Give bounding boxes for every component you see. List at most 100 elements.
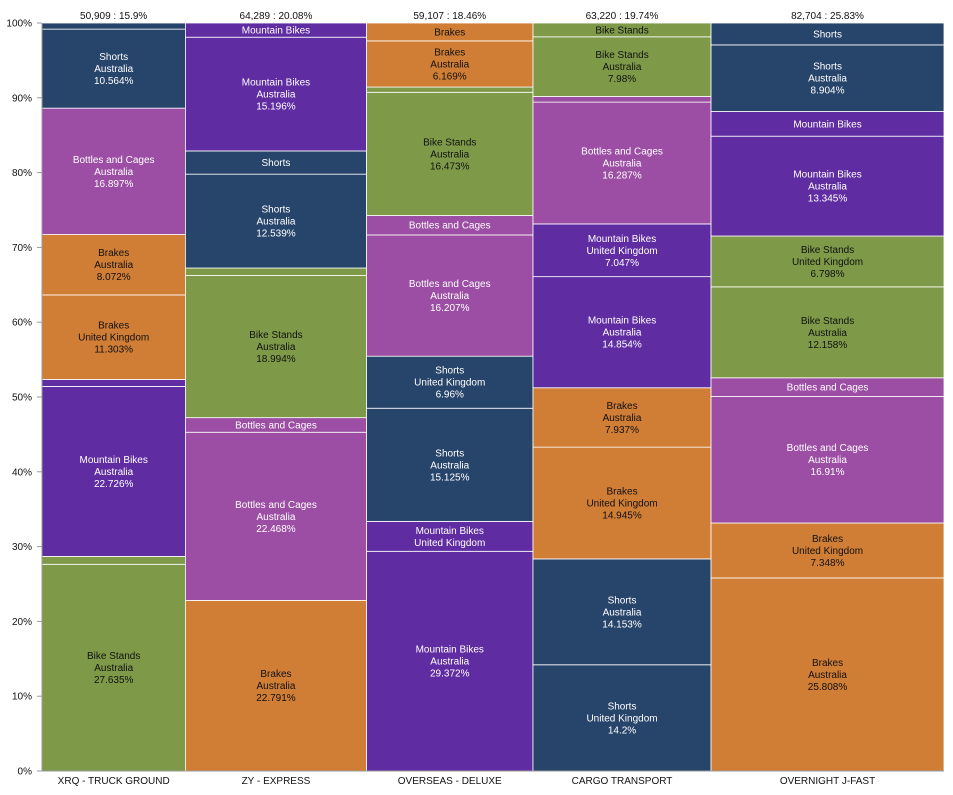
segment-label: 29.372%	[430, 669, 470, 680]
segment-label: Bottles and Cages	[235, 500, 317, 511]
segment-bike-stands	[366, 91, 534, 216]
segment-label: 7.98%	[608, 74, 636, 85]
segment-label: 6.96%	[436, 390, 464, 401]
segment-label: Australia	[257, 342, 296, 353]
segment-label: 12.158%	[808, 340, 848, 351]
segment-label: Bottles and Cages	[409, 221, 491, 232]
segment-label: Australia	[430, 59, 469, 70]
segment-label: Australia	[94, 663, 133, 674]
segment-label: 14.854%	[602, 340, 642, 351]
segment-label: 15.125%	[430, 472, 470, 483]
segment-label: Mountain Bikes	[416, 645, 484, 656]
segment-label: Bottles and Cages	[787, 443, 869, 454]
segment-label: 16.473%	[430, 161, 470, 172]
segment-label: Australia	[257, 512, 296, 523]
y-tick-label: 60%	[12, 318, 32, 329]
column-header: 63,220 : 19.74%	[586, 11, 659, 22]
segment-mountain-bikes	[185, 36, 367, 152]
segment-label: Mountain Bikes	[80, 455, 148, 466]
segment-label: Australia	[603, 159, 642, 170]
segment-label: Australia	[430, 657, 469, 668]
segment-label: Australia	[430, 149, 469, 160]
x-tick-label: OVERNIGHT J-FAST	[780, 776, 875, 787]
segment-label: Australia	[257, 681, 296, 692]
segment-label: Australia	[94, 167, 133, 178]
segment-shorts	[532, 664, 712, 772]
y-tick-label: 100%	[6, 19, 32, 30]
segment-label: Australia	[94, 260, 133, 271]
x-tick-label: XRQ - TRUCK GROUND	[58, 776, 170, 787]
segment-label: Shorts	[813, 62, 842, 73]
segment-label: Brakes	[98, 321, 129, 332]
y-tick-label: 40%	[12, 467, 32, 478]
y-tick-label: 10%	[12, 692, 32, 703]
segment-label: Bottles and Cages	[581, 147, 663, 158]
segment-label: Australia	[430, 460, 469, 471]
segment-label: Brakes	[260, 669, 291, 680]
segment-label: Bike Stands	[595, 50, 648, 61]
segment-label: Brakes	[812, 534, 843, 545]
segment-label: Shorts	[435, 366, 464, 377]
segment-label: 6.169%	[433, 71, 467, 82]
segment-mountain-bikes	[41, 379, 186, 387]
segment-label: Australia	[603, 62, 642, 73]
segment-label: United Kingdom	[792, 257, 863, 268]
y-tick-label: 70%	[12, 243, 32, 254]
segment-label: Australia	[94, 64, 133, 75]
segment-label: 22.791%	[256, 693, 296, 704]
x-tick-label: CARGO TRANSPORT	[572, 776, 673, 787]
segment-label: 16.897%	[94, 179, 134, 190]
column-header: 50,909 : 15.9%	[80, 11, 147, 22]
segment-label: 7.348%	[811, 558, 845, 569]
segment-label: Shorts	[262, 205, 291, 216]
segment-shorts	[41, 22, 186, 30]
y-tick-label: 30%	[12, 542, 32, 553]
segment-label: Shorts	[813, 29, 842, 40]
segment-label: 25.808%	[808, 682, 848, 693]
segment-shorts	[710, 44, 945, 112]
segment-label: Australia	[94, 467, 133, 478]
segment-mountain-bikes	[710, 135, 945, 237]
segment-label: United Kingdom	[586, 713, 657, 724]
segment-label: Shorts	[262, 158, 291, 169]
segment-label: Shorts	[435, 448, 464, 459]
segment-label: Shorts	[99, 52, 128, 63]
segment-label: Bike Stands	[87, 651, 140, 662]
segment-bottles-and-cages	[185, 431, 367, 601]
y-tick-label: 0%	[18, 767, 33, 778]
segment-label: Bike Stands	[595, 25, 648, 36]
segment-label: Shorts	[608, 595, 637, 606]
segment-label: 11.303%	[94, 345, 133, 356]
segment-label: 8.072%	[97, 272, 131, 283]
segment-brakes	[41, 294, 186, 380]
column-header: 82,704 : 25.83%	[791, 11, 864, 22]
y-tick-label: 90%	[12, 93, 32, 104]
y-tick-label: 80%	[12, 168, 32, 179]
segment-label: United Kingdom	[414, 538, 485, 549]
segment-label: United Kingdom	[78, 333, 149, 344]
segment-bottles-and-cages	[532, 101, 712, 225]
segment-label: Bottles and Cages	[73, 155, 155, 166]
segment-label: Mountain Bikes	[793, 170, 861, 181]
segment-shorts	[366, 407, 534, 522]
segment-label: Brakes	[812, 658, 843, 669]
segment-label: United Kingdom	[586, 499, 657, 510]
segment-label: Australia	[808, 455, 847, 466]
segment-label: 18.994%	[256, 354, 296, 365]
segment-label: Brakes	[434, 47, 465, 58]
segment-label: Australia	[257, 90, 296, 101]
segment-bottles-and-cages	[532, 96, 712, 103]
segment-label: 7.937%	[605, 425, 639, 436]
segment-label: 15.196%	[256, 102, 296, 113]
segment-label: Shorts	[608, 701, 637, 712]
segment-label: Mountain Bikes	[588, 316, 656, 327]
segment-bike-stands	[366, 86, 534, 93]
segment-label: Mountain Bikes	[793, 119, 861, 130]
segment-label: Bike Stands	[249, 330, 302, 341]
segment-mountain-bikes	[532, 276, 712, 389]
segment-label: 10.564%	[94, 76, 134, 87]
segment-label: Brakes	[434, 27, 465, 38]
segment-label: 14.945%	[602, 511, 642, 522]
